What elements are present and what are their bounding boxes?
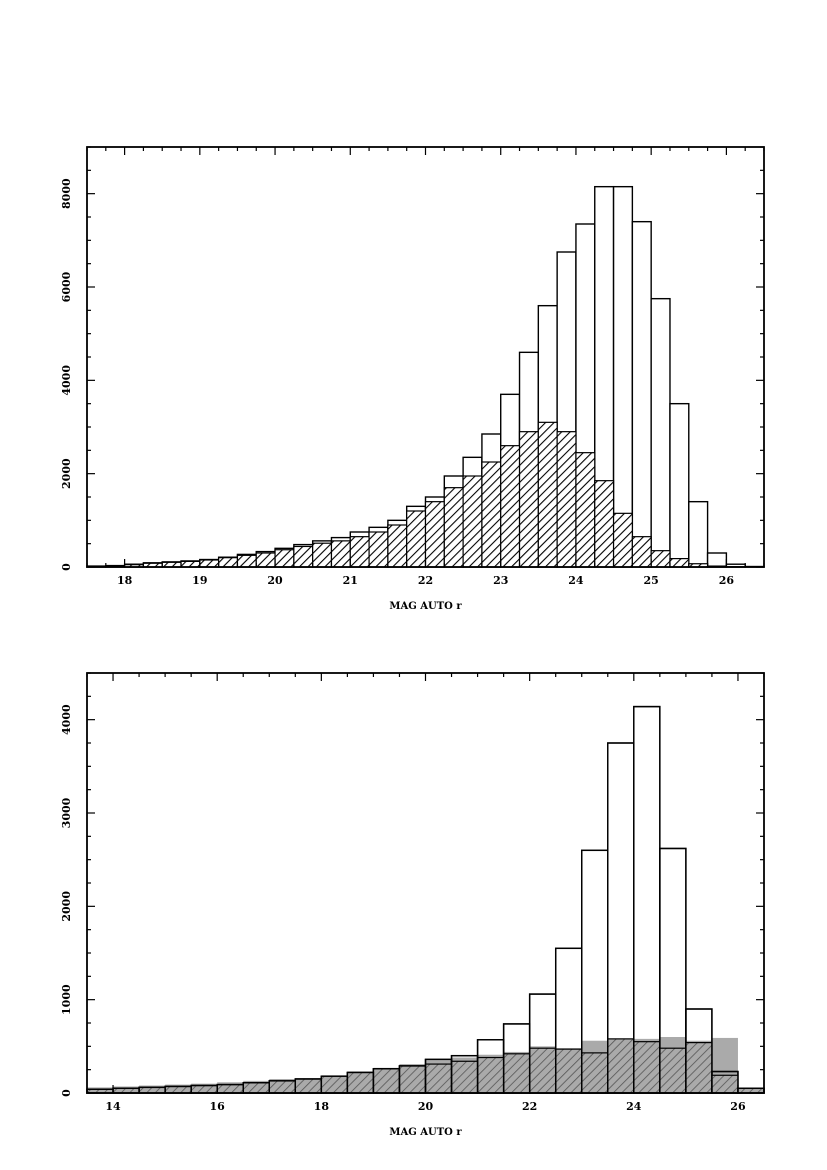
histogram-bar [518,431,539,568]
histogram-bar [443,487,464,568]
histogram-bar [199,559,220,568]
x-tick-label: 19 [192,574,207,587]
histogram-bar [293,545,314,568]
histogram-bar [424,1063,453,1094]
histogram-bar [387,524,408,568]
histogram-bar [631,220,652,568]
x-tick-label: 16 [210,1100,226,1113]
x-tick-label: 22 [418,574,433,587]
x-tick-label: 26 [730,1100,746,1113]
series-open-outline [86,705,765,1094]
histogram-bar [669,557,690,568]
x-tick-label: 21 [343,574,358,587]
histogram-bar [650,550,671,568]
histogram-bar [255,552,276,568]
x-tick-label: 24 [568,574,584,587]
histogram-bar [481,461,502,568]
histogram-bar [424,501,445,568]
histogram-bar [236,554,257,568]
x-axis-label: MAG AUTO r [389,601,462,612]
histogram-bar [659,1047,687,1094]
histogram-bar [476,1056,505,1094]
histogram-bar [633,1041,661,1094]
histogram-bar [594,480,615,568]
y-tick-label: 4000 [60,704,73,735]
histogram-bar [368,531,389,568]
histogram-bar [612,512,633,568]
histogram-panel-bottom: 14 16 18 20 22 24 26 0 1000 2000 3000 4000 MAG AUTO … [60,672,765,1138]
histogram-bar [529,1047,557,1094]
histogram-bar [320,1075,348,1094]
histogram-bar [346,1071,375,1094]
histogram-bar [650,297,671,568]
y-tick-label: 0 [60,563,73,571]
histogram-bar-outline [633,705,661,1094]
x-tick-label: 26 [719,574,735,587]
y-tick-label: 0 [60,1089,73,1097]
histogram-bar [581,1052,609,1094]
histogram-bar [612,185,634,568]
x-tick-label: 18 [117,574,133,587]
histogram-bar [575,452,596,568]
series-open [86,705,765,1094]
histogram-bar [372,1068,401,1094]
y-tick-label: 1000 [60,984,73,1015]
histogram-bar [242,1082,270,1094]
x-tick-label: 20 [267,574,283,587]
histogram-bar [462,475,483,568]
histogram-bar [349,536,370,568]
histogram-bar [450,1060,479,1094]
y-tick-label: 3000 [60,797,73,828]
histogram-bar [406,510,427,568]
y-tick-label: 8000 [60,178,73,209]
y-tick-label: 6000 [60,271,73,302]
x-tick-label: 24 [626,1100,642,1113]
histogram-bar [685,1041,713,1094]
histogram-bar [190,1084,218,1094]
histogram-bar [398,1065,427,1094]
x-tick-label: 23 [493,574,508,587]
histogram-bar [631,536,652,568]
histogram-bar [268,1080,296,1094]
x-tick-label: 18 [314,1100,330,1113]
x-tick-label: 22 [522,1100,537,1113]
histogram-bar [706,552,728,568]
histogram-bar [711,1074,739,1094]
histogram-panel-top: 18 19 20 21 22 23 24 25 26 0 2000 4000 6000 8000 MAG A… [60,146,765,612]
x-axis-label: MAG AUTO r [389,1127,462,1138]
plot-frame [86,672,765,1094]
histogram-bar [218,557,239,568]
y-tick-label: 2000 [60,458,73,489]
histogram-bar [503,1053,531,1094]
histogram-bar [274,549,295,568]
x-tick-label: 25 [644,574,659,587]
y-tick-label: 2000 [60,891,73,922]
histogram-bar [607,1038,635,1094]
histogram-bar [312,542,333,568]
y-tick-label: 4000 [60,365,73,396]
x-tick-label: 14 [105,1100,121,1113]
histogram-bar [555,1048,583,1094]
histogram-bar [688,500,709,568]
histogram-bar [330,540,351,568]
x-tick-label: 20 [418,1100,434,1113]
histogram-bar [216,1083,244,1094]
histogram-bar [500,445,521,568]
histogram-bar [294,1078,322,1094]
histogram-bar [556,431,577,568]
histogram-bar [537,421,558,568]
histogram-bar [164,1085,192,1094]
histogram-bar [669,402,690,568]
histogram-bar [633,705,661,1094]
